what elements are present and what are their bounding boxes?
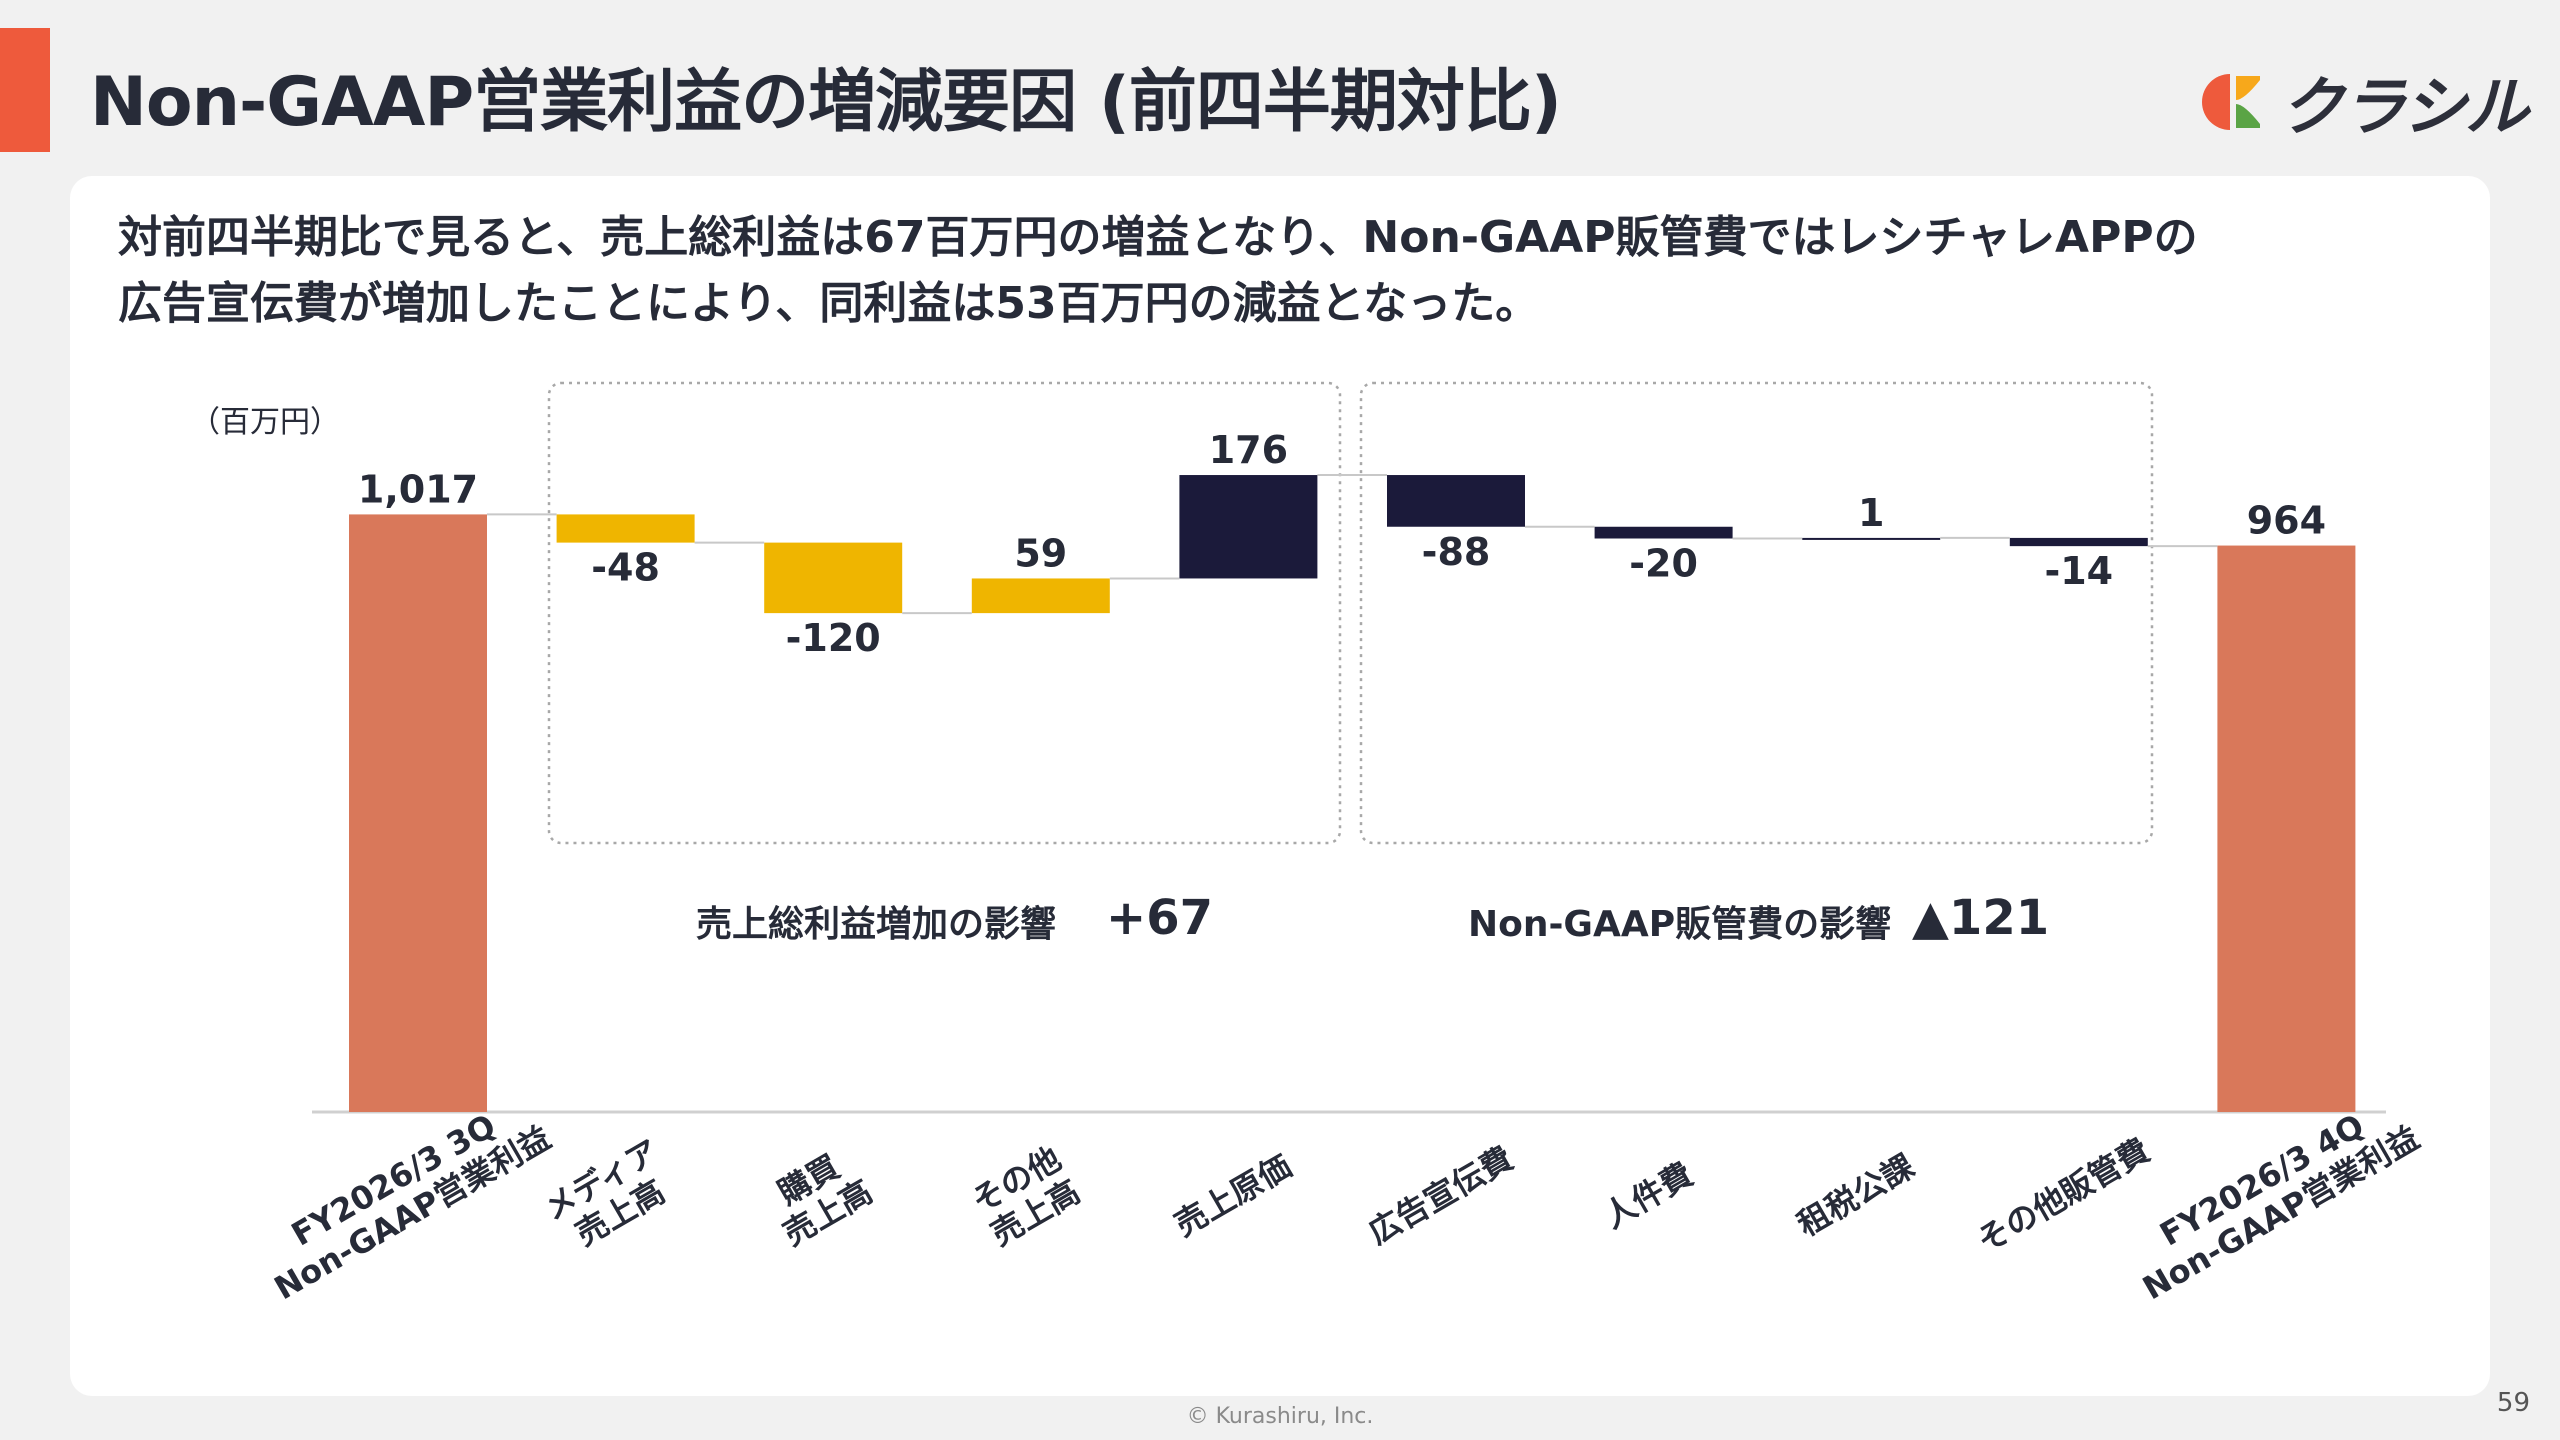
unit-label: （百万円） [190,405,340,440]
bar-6 [1594,526,1733,539]
bar-8 [2009,537,2148,547]
category-label-8-line-0: その他販管費 [1971,1131,2156,1260]
logo-icon [2202,74,2260,130]
category-label-0: FY2026/3 3QNon-GAAP営業利益 [249,1085,557,1307]
copyright: © Kurashiru, Inc. [1186,1404,1374,1429]
data-label-5: -88 [1422,530,1491,574]
summary-line-2: 広告宣伝費が増加したことにより、同利益は53百万円の減益となった。 [118,278,1540,329]
bar-1 [556,514,695,543]
category-label-4-line-0: 売上原価 [1168,1147,1298,1244]
data-label-8: -14 [2044,549,2113,593]
category-label-9: FY2026/3 4QNon-GAAP営業利益 [2117,1085,2425,1307]
category-label-6-line-0: 人件費 [1597,1155,1699,1236]
group-label-gross-profit: 売上総利益増加の影響 [696,903,1056,945]
category-label-4: 売上原価 [1168,1147,1298,1244]
data-label-6: -20 [1629,542,1698,586]
page-number: 59 [2496,1388,2530,1418]
title-accent-bar [0,28,50,152]
bar-4 [1179,475,1318,579]
bar-3 [971,578,1110,614]
sga-group-box [1359,381,2154,845]
category-label-3: その他売上高 [965,1139,1086,1253]
summary-line-1: 対前四半期比で見ると、売上総利益は67百万円の増益となり、Non-GAAP販管費… [118,212,2198,263]
category-label-8: その他販管費 [1971,1131,2156,1260]
logo-text: クラシル [2280,71,2529,145]
category-label-5-line-0: 広告宣伝費 [1362,1139,1520,1252]
summary-text: 対前四半期比で見ると、売上総利益は67百万円の増益となり、Non-GAAP販管費… [118,205,2418,337]
group-value-sga: ▲121 [1912,890,2049,946]
category-label-6: 人件費 [1597,1155,1699,1236]
bar-0 [349,514,487,1112]
data-label-9: 964 [2247,499,2326,543]
category-label-1: メディア売上高 [537,1132,684,1261]
category-label-7-line-0: 租税公課 [1791,1147,1921,1244]
data-label-2: -120 [786,616,881,660]
bar-2 [764,542,903,614]
group-label-sga: Non-GAAP販管費の影響 [1468,903,1891,945]
group-value-gross-profit: +67 [1106,890,1213,946]
data-label-4: 176 [1209,428,1288,472]
category-label-5: 広告宣伝費 [1362,1139,1520,1252]
data-label-3: 59 [1014,531,1067,575]
bar-9 [2217,545,2356,1112]
company-logo: クラシル [2200,56,2529,148]
data-label-7: 1 [1858,491,1884,535]
data-label-0: 1,017 [358,467,478,511]
category-label-2: 購買売上高 [758,1139,879,1253]
page-title: Non-GAAP営業利益の増減要因 (前四半期対比) [90,63,1562,142]
bar-5 [1387,475,1525,527]
data-label-1: -48 [591,546,660,590]
bar-7 [1802,537,1941,540]
category-label-7: 租税公課 [1791,1147,1921,1244]
